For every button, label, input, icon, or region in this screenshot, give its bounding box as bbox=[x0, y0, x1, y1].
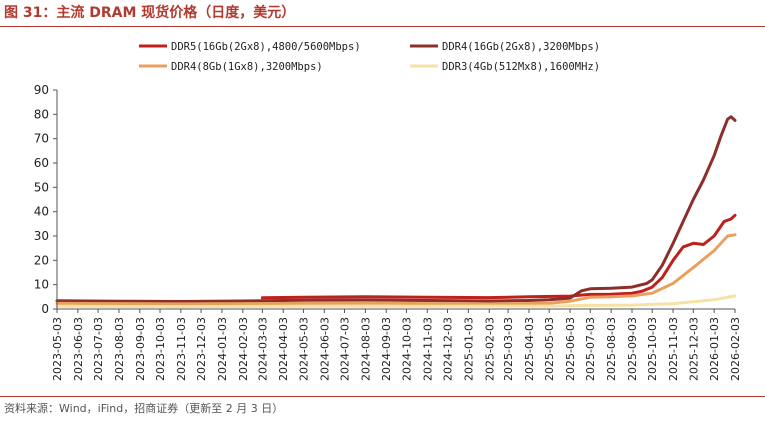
y-tick-label: 50 bbox=[34, 180, 49, 194]
y-tick-label: 0 bbox=[41, 302, 49, 316]
x-tick-label: 2025-05-03 bbox=[543, 317, 556, 381]
legend-label-2: DDR4(16Gb(2Gx8),3200Mbps) bbox=[442, 41, 600, 53]
x-tick-label: 2025-04-03 bbox=[523, 317, 536, 381]
x-tick-label: 2025-07-03 bbox=[584, 317, 597, 381]
x-tick-label: 2024-06-03 bbox=[318, 317, 331, 381]
x-tick-label: 2024-10-03 bbox=[400, 317, 413, 381]
x-tick-label: 2024-01-03 bbox=[216, 317, 229, 381]
legend-label-1: DDR5(16Gb(2Gx8),4800/5600Mbps) bbox=[171, 41, 361, 53]
y-tick-label: 80 bbox=[34, 107, 49, 121]
y-tick-label: 30 bbox=[34, 229, 49, 243]
x-tick-label: 2023-10-03 bbox=[154, 317, 167, 381]
x-tick-label: 2023-05-03 bbox=[51, 317, 64, 381]
title-divider bbox=[0, 26, 765, 27]
x-tick-label: 2024-12-03 bbox=[442, 317, 455, 381]
x-tick-label: 2024-08-03 bbox=[359, 317, 372, 381]
x-tick-label: 2026-02-03 bbox=[729, 317, 742, 381]
y-tick-label: 20 bbox=[34, 253, 49, 267]
footer-divider bbox=[0, 396, 765, 397]
x-tick-label: 2024-02-03 bbox=[237, 317, 250, 381]
x-tick-label: 2023-08-03 bbox=[113, 317, 126, 381]
x-tick-label: 2025-10-03 bbox=[646, 317, 659, 381]
y-tick-label: 40 bbox=[34, 205, 49, 219]
x-tick-label: 2025-02-03 bbox=[483, 317, 496, 381]
x-tick-label: 2024-07-03 bbox=[338, 317, 351, 381]
legend-label-3: DDR4(8Gb(1Gx8),3200Mbps) bbox=[171, 61, 323, 73]
x-tick-label: 2024-03-03 bbox=[256, 317, 269, 381]
x-tick-label: 2023-07-03 bbox=[92, 317, 105, 381]
x-tick-label: 2025-09-03 bbox=[626, 317, 639, 381]
source-note: 资料来源：Wind，iFind，招商证券（更新至 2 月 3 日） bbox=[4, 402, 284, 415]
x-tick-label: 2026-01-03 bbox=[708, 317, 721, 381]
x-tick-label: 2023-06-03 bbox=[72, 317, 85, 381]
x-tick-label: 2023-09-03 bbox=[134, 317, 147, 381]
y-tick-label: 90 bbox=[34, 83, 49, 97]
x-tick-label: 2025-06-03 bbox=[564, 317, 577, 381]
x-tick-label: 2024-11-03 bbox=[421, 317, 434, 381]
legend-label-4: DDR3(4Gb(512Mx8),1600MHz) bbox=[442, 61, 600, 73]
x-tick-label: 2025-12-03 bbox=[687, 317, 700, 381]
x-tick-label: 2024-05-03 bbox=[297, 317, 310, 381]
x-tick-label: 2023-12-03 bbox=[195, 317, 208, 381]
x-tick-label: 2025-03-03 bbox=[502, 317, 515, 381]
x-tick-label: 2024-04-03 bbox=[277, 317, 290, 381]
x-tick-label: 2023-11-03 bbox=[175, 317, 188, 381]
x-tick-label: 2025-08-03 bbox=[605, 317, 618, 381]
chart-title: 图 31：主流 DRAM 现货价格（日度，美元） bbox=[4, 5, 296, 21]
x-tick-label: 2025-11-03 bbox=[667, 317, 680, 381]
chart-legend: DDR5(16Gb(2Gx8),4800/5600Mbps) DDR4(16Gb(… bbox=[139, 41, 600, 73]
x-tick-label: 2024-09-03 bbox=[380, 317, 393, 381]
series-line-3 bbox=[55, 233, 737, 306]
series-line-4 bbox=[55, 294, 737, 309]
series-line-2 bbox=[55, 115, 737, 303]
y-tick-label: 70 bbox=[34, 132, 49, 146]
y-tick-label: 10 bbox=[34, 278, 49, 292]
series-lines bbox=[55, 115, 737, 309]
series-line-1 bbox=[260, 213, 737, 300]
chart-axes: 0 10 20 30 40 50 60 70 80 90 2023-05-03 2023-06-03 2… bbox=[34, 83, 742, 381]
y-tick-label: 60 bbox=[34, 156, 49, 170]
x-tick-label: 2025-01-03 bbox=[462, 317, 475, 381]
